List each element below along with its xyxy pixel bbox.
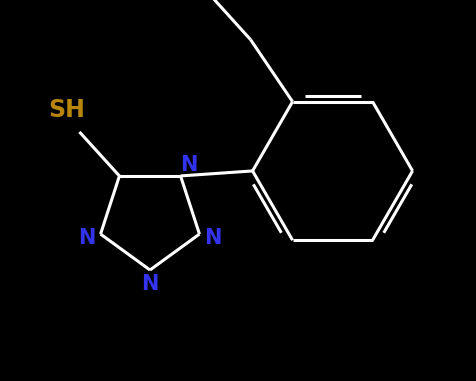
Text: SH: SH (48, 98, 85, 122)
Text: N: N (204, 228, 221, 248)
Text: N: N (180, 155, 198, 174)
Text: N: N (141, 274, 159, 294)
Text: N: N (79, 228, 96, 248)
